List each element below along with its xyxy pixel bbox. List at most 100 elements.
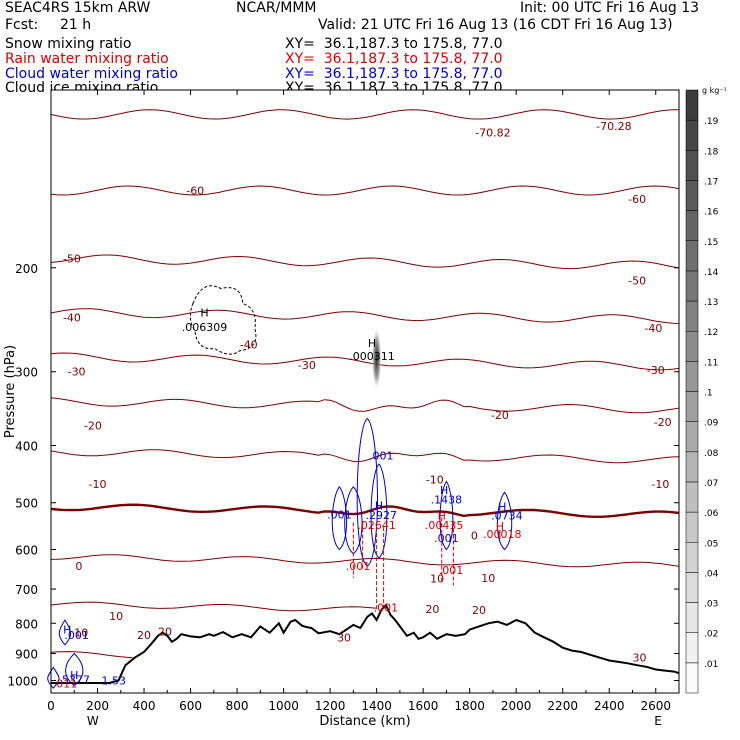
temperature-label: 30 (337, 631, 351, 644)
plot-frame (50, 89, 680, 694)
mixing-ratio-label: .001 (327, 508, 352, 521)
cloud-water-contour (439, 480, 454, 551)
temperature-contour--20 (50, 397, 680, 414)
x-tick-label: 2400 (594, 699, 625, 713)
temperature-contour--30 (50, 352, 680, 371)
temperature-label: -20 (84, 420, 102, 433)
cloud-water-contour (47, 666, 60, 689)
temperature-contour--70 (50, 109, 679, 120)
mixing-ratio-label: H (200, 306, 208, 319)
mixing-ratio-label: .006309 (182, 321, 228, 334)
colorbar-cell (685, 270, 699, 302)
x-tick-label: 600 (179, 699, 202, 713)
x-tick-label: 1000 (268, 699, 299, 713)
cloud-water-contour (65, 652, 84, 687)
center-name: NCAR/MMM (236, 0, 317, 16)
colorbar-label: .09 (704, 419, 719, 429)
y-tick-label: 300 (15, 366, 38, 380)
temperature-label: 10 (109, 610, 123, 623)
mixing-ratio-label: H (70, 669, 78, 682)
colorbar-cell (685, 572, 699, 603)
mixing-ratio-label: .1438 (431, 494, 463, 507)
field-snow-name: Snow mixing ratio (5, 36, 132, 52)
mixing-ratio-label: .001 (439, 564, 464, 577)
temperature-label: -10 (651, 478, 669, 491)
y-tick-label: 700 (15, 583, 38, 597)
colorbar-label: .05 (704, 539, 718, 549)
temperature-label: -10 (426, 474, 444, 487)
colorbar-label: .06 (704, 509, 719, 519)
temperature-label: -10 (89, 478, 107, 491)
mixing-ratio-label: .00018 (483, 528, 522, 541)
temperature-label: 20 (472, 604, 486, 617)
terrain-line (51, 603, 680, 684)
mixing-ratio-label: .000311 (349, 350, 395, 363)
temperature-contour--10 (50, 449, 680, 464)
colorbar-cell (685, 421, 699, 453)
colorbar-cell (685, 602, 699, 633)
mixing-ratio-label: .0734 (491, 510, 523, 523)
temperature-label: 0 (471, 529, 478, 542)
temperature-label: -60 (628, 193, 646, 206)
colorbar-unit: g kg⁻¹ (702, 86, 727, 95)
y-tick-label: 800 (15, 617, 38, 631)
forecast-label: Fcst: (5, 17, 39, 33)
y-tick-label: 200 (15, 262, 38, 276)
y-tick-label: 1000 (7, 674, 38, 688)
temperature-label: 30 (632, 652, 646, 665)
y-tick-label: 400 (15, 440, 38, 454)
mixing-ratio-label: H (496, 520, 504, 533)
mixing-ratio-label: H (368, 337, 376, 350)
colorbar-label: .16 (704, 208, 719, 218)
x-tick-label: 400 (133, 699, 156, 713)
field-cloudwater-name: Cloud water mixing ratio (5, 66, 178, 82)
y-tick-label: 900 (15, 647, 38, 661)
mixing-ratio-label: 1.53 (102, 674, 127, 687)
mixing-ratio-label: .001 (374, 601, 399, 614)
temperature-label: -70.82 (475, 126, 510, 139)
temperature-contour-30 (50, 651, 133, 659)
y-axis-title: Pressure (hPa) (3, 345, 18, 438)
init-time: Init: 00 UTC Fri 16 Aug 13 (520, 0, 700, 16)
mixing-ratio-label: .001 (434, 532, 459, 545)
temperature-label: 10 (481, 572, 495, 585)
west-label: W (87, 714, 99, 728)
temperature-label: 20 (425, 603, 439, 616)
cloud-water-contour (356, 417, 378, 567)
temperature-contour--60 (50, 185, 680, 196)
model-name: SEAC4RS 15km ARW (5, 0, 151, 16)
cloud-water-contour (58, 619, 72, 646)
x-tick-label: 0 (47, 699, 55, 713)
temperature-label: -70.28 (596, 120, 631, 133)
x-tick-label: 2200 (547, 699, 578, 713)
x-tick-label: 2600 (640, 699, 671, 713)
mixing-ratio-label: H (438, 510, 446, 523)
colorbar-label: .19 (704, 117, 719, 127)
east-label: E (654, 714, 662, 728)
colorbar-cell (685, 451, 699, 483)
y-tick-label: 600 (15, 543, 38, 557)
colorbar-cell (685, 300, 699, 332)
mixing-ratio-label: H (63, 624, 71, 637)
colorbar-cell (685, 180, 699, 211)
colorbar-label: .08 (704, 449, 719, 459)
colorbar-label: .04 (704, 569, 719, 579)
colorbar-cell (685, 330, 699, 362)
x-tick-label: 800 (226, 699, 249, 713)
colorbar-label: .1 (704, 389, 713, 399)
temperature-label: -40 (644, 322, 662, 335)
colorbar-label: .14 (704, 268, 719, 278)
colorbar-cell (685, 632, 699, 664)
mixing-ratio-label: .001 (346, 560, 371, 573)
x-tick-label: 1400 (361, 699, 392, 713)
temperature-label: -30 (68, 366, 86, 379)
colorbar-cell (685, 662, 699, 694)
colorbar-cell (685, 240, 699, 272)
mixing-ratio-label: H (440, 484, 448, 497)
colorbar-label: .11 (704, 358, 718, 368)
temperature-contour--50 (50, 254, 680, 270)
colorbar-label: .13 (704, 298, 718, 308)
x-tick-label: 1200 (315, 699, 346, 713)
cloud-water-contour (496, 491, 513, 551)
